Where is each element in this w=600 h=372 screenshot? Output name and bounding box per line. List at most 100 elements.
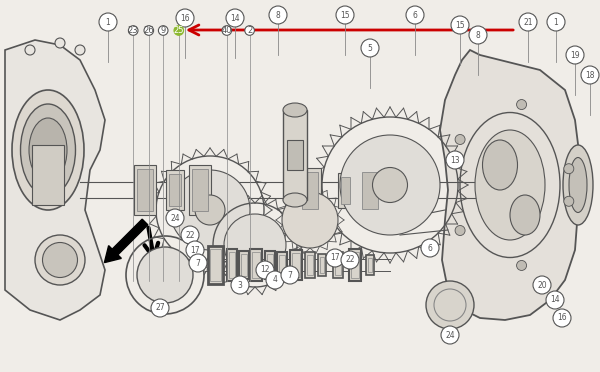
Bar bbox=[335, 255, 341, 275]
Ellipse shape bbox=[482, 140, 517, 190]
Bar bbox=[318, 254, 326, 276]
Ellipse shape bbox=[373, 167, 407, 202]
Circle shape bbox=[421, 239, 439, 257]
Ellipse shape bbox=[43, 243, 77, 278]
Ellipse shape bbox=[563, 145, 593, 225]
Circle shape bbox=[186, 241, 204, 259]
Text: 18: 18 bbox=[585, 71, 595, 80]
Bar bbox=[227, 249, 237, 281]
Circle shape bbox=[469, 26, 487, 44]
Circle shape bbox=[406, 6, 424, 24]
Circle shape bbox=[158, 26, 168, 35]
Circle shape bbox=[181, 226, 199, 244]
Text: 17: 17 bbox=[330, 253, 340, 263]
Ellipse shape bbox=[475, 130, 545, 240]
Text: 17: 17 bbox=[190, 246, 200, 254]
Polygon shape bbox=[5, 40, 105, 320]
Bar bbox=[359, 168, 381, 213]
Bar bbox=[362, 172, 378, 209]
Ellipse shape bbox=[282, 192, 338, 248]
Circle shape bbox=[446, 151, 464, 169]
Bar bbox=[305, 252, 315, 278]
Circle shape bbox=[256, 261, 274, 279]
Circle shape bbox=[581, 66, 599, 84]
Circle shape bbox=[566, 46, 584, 64]
Text: 14: 14 bbox=[230, 13, 240, 22]
Ellipse shape bbox=[137, 247, 193, 303]
Bar bbox=[299, 168, 321, 213]
Ellipse shape bbox=[426, 281, 474, 329]
Bar bbox=[32, 145, 64, 205]
Circle shape bbox=[231, 276, 249, 294]
Bar bbox=[290, 250, 302, 280]
Circle shape bbox=[174, 26, 184, 35]
Bar bbox=[341, 177, 350, 204]
Ellipse shape bbox=[510, 195, 540, 235]
Text: 12: 12 bbox=[260, 266, 270, 275]
Circle shape bbox=[553, 309, 571, 327]
Circle shape bbox=[189, 254, 207, 272]
Bar bbox=[265, 251, 275, 279]
Text: 25: 25 bbox=[173, 26, 184, 35]
Bar bbox=[320, 257, 324, 273]
Bar bbox=[338, 173, 353, 208]
Bar bbox=[208, 246, 223, 284]
Ellipse shape bbox=[75, 45, 85, 55]
Circle shape bbox=[99, 13, 117, 31]
Ellipse shape bbox=[12, 90, 84, 210]
FancyArrow shape bbox=[104, 219, 148, 263]
Bar bbox=[292, 253, 300, 277]
Ellipse shape bbox=[340, 135, 440, 235]
Text: 5: 5 bbox=[368, 44, 373, 52]
Circle shape bbox=[455, 225, 465, 235]
Ellipse shape bbox=[195, 195, 225, 225]
Ellipse shape bbox=[55, 38, 65, 48]
Ellipse shape bbox=[283, 103, 307, 117]
Circle shape bbox=[547, 13, 565, 31]
Bar bbox=[351, 252, 359, 278]
Text: 40: 40 bbox=[221, 26, 232, 35]
Circle shape bbox=[281, 266, 299, 284]
Bar bbox=[267, 254, 273, 276]
Text: 1: 1 bbox=[106, 17, 110, 26]
Text: 7: 7 bbox=[287, 270, 292, 279]
Bar bbox=[279, 255, 285, 275]
Text: 16: 16 bbox=[180, 13, 190, 22]
Text: 22: 22 bbox=[345, 256, 355, 264]
Bar bbox=[166, 170, 184, 210]
Circle shape bbox=[266, 271, 284, 289]
Text: 6: 6 bbox=[428, 244, 433, 253]
Text: 6: 6 bbox=[413, 10, 418, 19]
Bar bbox=[137, 169, 153, 211]
Text: 7: 7 bbox=[196, 259, 200, 267]
Bar bbox=[192, 169, 208, 211]
Text: 21: 21 bbox=[523, 17, 533, 26]
Bar bbox=[241, 254, 247, 276]
Bar bbox=[366, 255, 374, 275]
Bar bbox=[302, 172, 318, 209]
Bar bbox=[283, 110, 307, 200]
Circle shape bbox=[151, 299, 169, 317]
Bar bbox=[229, 252, 235, 278]
Bar bbox=[307, 255, 313, 275]
Circle shape bbox=[361, 39, 379, 57]
Bar bbox=[252, 252, 260, 278]
Text: 24: 24 bbox=[445, 330, 455, 340]
Text: 20: 20 bbox=[537, 280, 547, 289]
Circle shape bbox=[517, 100, 527, 109]
Text: 24: 24 bbox=[170, 214, 180, 222]
Text: 27: 27 bbox=[155, 304, 165, 312]
Text: 15: 15 bbox=[455, 20, 465, 29]
Text: 26: 26 bbox=[143, 26, 154, 35]
Circle shape bbox=[176, 9, 194, 27]
Text: 19: 19 bbox=[570, 51, 580, 60]
Circle shape bbox=[336, 6, 354, 24]
Text: 9: 9 bbox=[161, 26, 166, 35]
Bar bbox=[239, 251, 249, 279]
Text: 16: 16 bbox=[557, 314, 567, 323]
Circle shape bbox=[517, 260, 527, 270]
Bar bbox=[210, 249, 221, 281]
Circle shape bbox=[519, 13, 537, 31]
Ellipse shape bbox=[35, 235, 85, 285]
Circle shape bbox=[455, 135, 465, 144]
